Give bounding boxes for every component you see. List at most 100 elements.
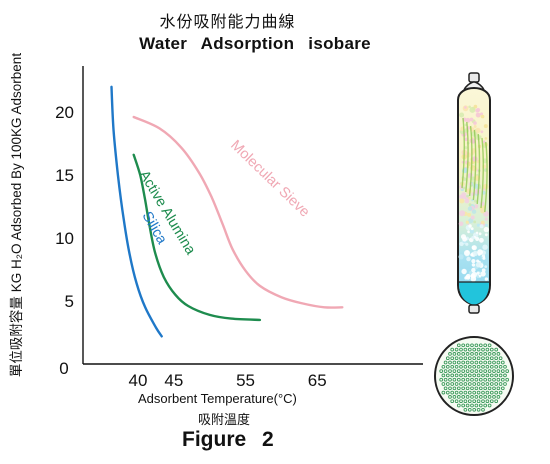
cross-section-dot [450,399,455,404]
vessel-streak [461,117,465,189]
vessel-bead [480,112,484,116]
cross-section-dot [474,360,479,365]
vessel-bead [480,208,486,214]
cross-section-dot [498,373,503,378]
vessel-bead [484,217,488,221]
vessel-bead [469,229,475,234]
vessel-bead [475,231,479,234]
cross-section-dot [476,356,481,361]
cross-section-dot [472,373,477,378]
cross-section-dot [496,369,501,373]
cross-section-dot [492,352,496,356]
cross-section-dot [456,369,461,373]
vessel-bead [484,265,488,268]
cross-section-dot [487,360,492,365]
vessel-bead [464,146,468,150]
vessel-bead [464,106,467,109]
cross-section-dot [454,347,459,352]
vessel-bead [480,130,484,134]
vessel-bead [484,277,489,281]
cross-section-dot [470,395,474,399]
vessel-streak [472,129,477,201]
vessel-bead [469,106,476,113]
cross-section-dot [489,399,494,404]
cross-section-dot [494,382,499,386]
cross-section-dot [450,364,455,369]
cross-section-dot [467,364,472,369]
cross-section-dot [485,373,490,378]
cross-section-dot [465,395,470,399]
cross-section-dot [459,364,463,369]
adsorption-vessel-icon [457,72,491,314]
vessel-beads [458,104,489,282]
cross-section-dot [487,386,492,391]
cross-section-dot [456,377,461,382]
vessel-bead [483,226,489,233]
cross-section-dot [470,377,474,382]
cross-section-dot [478,377,483,382]
cross-section-dot [454,373,459,378]
cross-section-dot [454,399,459,404]
vessel-bead [482,244,488,250]
vessel-bead [468,224,472,228]
cross-section-dot [463,356,468,361]
vessel-bead [467,212,472,217]
cross-section-dot [445,390,450,395]
cross-section-dot [472,364,477,369]
cross-section-dot [472,390,477,395]
cross-section-dot [443,360,448,365]
vessel-bead [479,224,484,229]
cross-section-dot [481,399,485,404]
x-axis-label-cn: 吸附溫度 [198,413,251,428]
cross-section-dot [483,343,488,348]
vessel-bead [472,183,479,189]
cross-section-dot [494,399,499,404]
cross-section-dot [487,343,492,348]
cross-section-dot [481,364,485,369]
vessel-bead [461,192,467,198]
vessel-bead [464,137,469,142]
cross-section-dot [496,377,501,382]
cross-section-dot [476,390,481,395]
series-label-molecular-sieve: Molecular Sieve [227,137,312,220]
cross-section-dot [456,360,461,365]
vessel-bead [482,183,489,190]
vessel-bead [464,198,470,204]
cross-section-dot [443,369,448,373]
cross-section-dot [467,356,472,361]
vessel-bead [471,263,476,267]
cross-section-dot [505,369,510,373]
vessel-bead [480,271,486,277]
vessel-bead [465,242,469,246]
vessel-bead [471,259,476,264]
cross-section-dot [454,382,459,386]
cross-section-dot [452,395,457,399]
vessel-bead [459,210,466,217]
cross-section-dot [503,364,507,369]
cross-section-dot [478,403,483,408]
vessel-bead [476,223,480,227]
cross-section-dot [481,373,485,378]
cross-section-dot [456,343,461,348]
vessel-bead [480,114,485,119]
cross-section-dot [467,373,472,378]
vessel-bead [475,108,480,113]
cross-section-dot [461,369,466,373]
cross-section-dot [465,352,470,356]
vessel-streak [468,125,473,197]
cross-section-dot [452,377,457,382]
cross-section-dot [489,382,494,386]
vessel-bead [473,125,477,128]
cross-section-dot [476,347,481,352]
cross-section-dot [448,395,452,399]
cross-section-dot [470,369,474,373]
vessel-bead [477,249,483,256]
cross-section-dot [474,386,479,391]
cross-section-dot [492,369,496,373]
cross-section-dot [448,369,452,373]
cross-section-dot [454,390,459,395]
cross-section-dot [461,386,466,391]
vessel-bead [458,254,464,260]
cross-section-dot [472,382,477,386]
